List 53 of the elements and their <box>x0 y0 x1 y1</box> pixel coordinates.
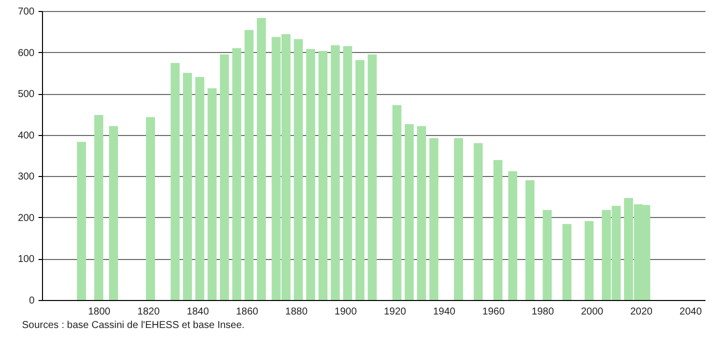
x-tick-label: 1800 <box>88 306 111 318</box>
bar <box>77 142 86 300</box>
y-tick-label: 600 <box>18 48 35 59</box>
bar <box>404 124 414 300</box>
x-tick-label: 1880 <box>285 306 308 318</box>
x-tick-label: 1820 <box>137 306 160 318</box>
y-tick-label: 700 <box>18 6 35 18</box>
bar <box>417 126 426 300</box>
bar <box>343 46 352 300</box>
y-tick-label: 400 <box>18 130 35 142</box>
y-tick-label: 200 <box>18 212 35 224</box>
y-tick-label: 0 <box>28 296 35 306</box>
bar <box>330 45 340 300</box>
bar <box>244 30 254 300</box>
bar <box>542 210 552 300</box>
bar <box>208 88 217 300</box>
bar <box>146 117 155 300</box>
x-tick-label: 2020 <box>630 306 653 318</box>
bar <box>525 180 534 300</box>
bar <box>429 138 438 300</box>
bar <box>294 39 303 300</box>
y-tick-label: 100 <box>18 254 35 266</box>
x-tick-label: 2040 <box>680 306 702 318</box>
x-tick-label: 1940 <box>433 306 456 318</box>
x-tick-label: 1860 <box>236 306 259 318</box>
bar <box>508 171 518 300</box>
bar <box>232 48 242 300</box>
bar <box>318 51 328 300</box>
bar <box>454 138 464 300</box>
bar <box>562 224 572 300</box>
bar <box>170 63 180 300</box>
x-tick-label: 1900 <box>334 306 358 318</box>
x-tick-label: 1840 <box>186 306 210 318</box>
y-tick-label: 300 <box>18 172 35 183</box>
y-tick-label: 500 <box>18 89 35 100</box>
bar <box>355 60 364 300</box>
x-tick-label: 1960 <box>482 306 506 318</box>
source-note: Sources : base Cassini de l'EHESS et base Insee. <box>22 320 245 331</box>
bar <box>392 105 402 300</box>
bar <box>474 143 483 300</box>
bar <box>306 48 316 300</box>
bar <box>584 221 594 300</box>
bar <box>256 18 266 300</box>
bar <box>109 126 118 300</box>
x-tick-label: 1980 <box>532 306 554 318</box>
x-tick-label: 2000 <box>580 306 604 318</box>
bar <box>182 72 192 300</box>
x-tick-label: 1920 <box>384 306 407 318</box>
bar <box>220 54 229 300</box>
bar <box>94 115 104 300</box>
bar <box>195 77 204 300</box>
bar <box>368 54 377 300</box>
bar <box>493 160 502 300</box>
